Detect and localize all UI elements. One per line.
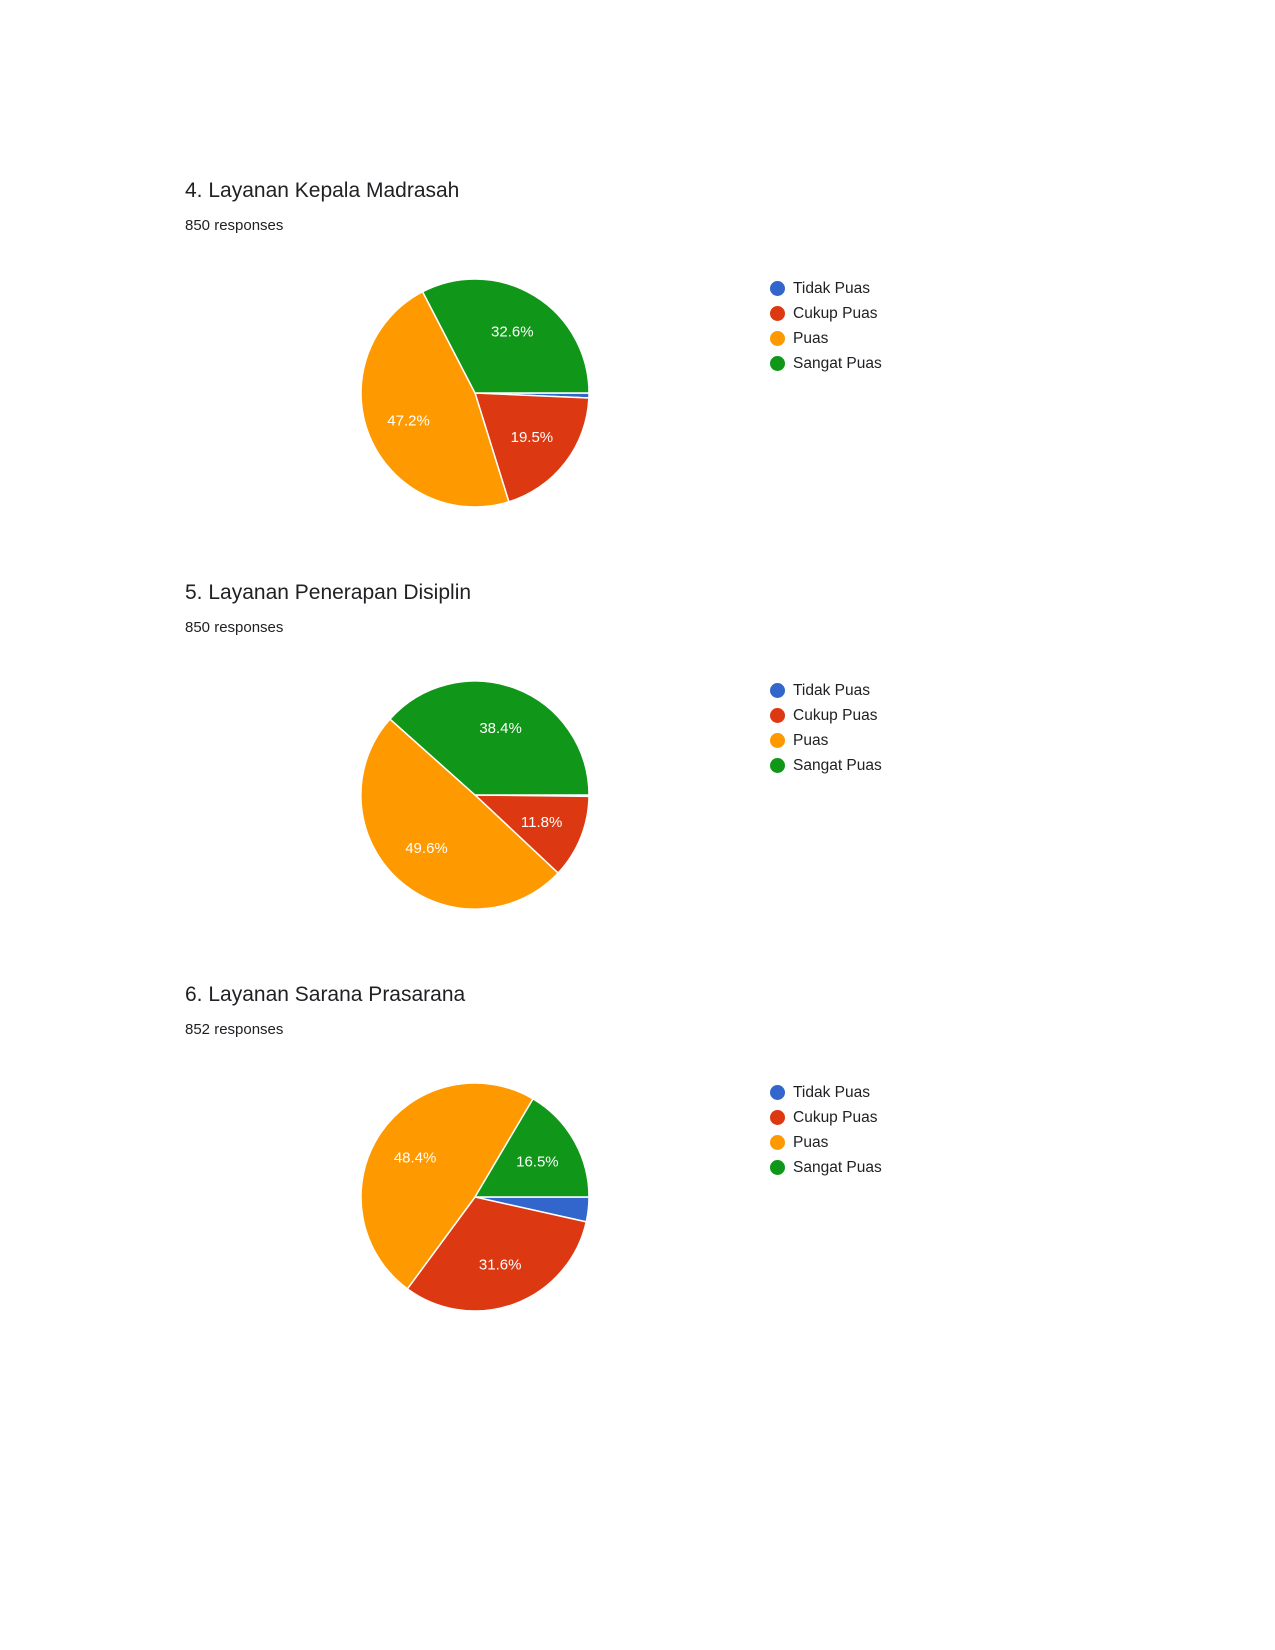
response-count: 850 responses (185, 619, 284, 636)
legend-label: Puas (793, 1133, 829, 1151)
chart-legend: Tidak Puas Cukup Puas Puas Sangat Puas (770, 678, 882, 778)
response-count: 850 responses (185, 217, 284, 234)
slice-percent-label: 32.6% (491, 324, 534, 341)
chart-title: 5. Layanan Penerapan Disiplin (185, 581, 472, 604)
legend-item-puas[interactable]: Puas (770, 728, 882, 753)
pie-slice-cukup-puas[interactable] (473, 794, 590, 875)
legend-item-puas[interactable]: Puas (770, 326, 882, 351)
legend-swatch (770, 683, 785, 698)
pie-chart: 31.6% 48.4% 16.5% (360, 1082, 590, 1312)
slice-percent-label: 38.4% (479, 720, 522, 737)
pie-slice-sangat-puas[interactable] (473, 1097, 590, 1198)
slice-percent-label: 19.5% (511, 429, 554, 446)
legend-label: Tidak Puas (793, 1083, 870, 1101)
legend-item-cukup-puas[interactable]: Cukup Puas (770, 703, 882, 728)
legend-item-cukup-puas[interactable]: Cukup Puas (770, 301, 882, 326)
pie-chart: 19.5% 47.2% 32.6% (360, 278, 590, 508)
legend-item-cukup-puas[interactable]: Cukup Puas (770, 1105, 882, 1130)
chart-title: 4. Layanan Kepala Madrasah (185, 179, 460, 202)
pie-slice-sangat-puas[interactable] (388, 680, 590, 796)
legend-label: Puas (793, 731, 829, 749)
legend-swatch (770, 1135, 785, 1150)
chart-legend: Tidak Puas Cukup Puas Puas Sangat Puas (770, 1080, 882, 1180)
slice-percent-label: 49.6% (405, 840, 448, 857)
legend-swatch (770, 1160, 785, 1175)
legend-swatch (770, 1085, 785, 1100)
pie-slice-puas[interactable] (360, 290, 510, 508)
legend-swatch (770, 733, 785, 748)
slice-percent-label: 11.8% (521, 814, 562, 831)
chart-legend: Tidak Puas Cukup Puas Puas Sangat Puas (770, 276, 882, 376)
slice-percent-label: 16.5% (516, 1153, 559, 1170)
chart-block-kepala-madrasah: 4. Layanan Kepala Madrasah 850 responses… (0, 178, 1275, 578)
pie-slice-cukup-puas[interactable] (406, 1196, 588, 1312)
chart-title: 6. Layanan Sarana Prasarana (185, 983, 466, 1006)
legend-swatch (770, 306, 785, 321)
legend-item-sangat-puas[interactable]: Sangat Puas (770, 1155, 882, 1180)
pie-slice-puas[interactable] (360, 718, 560, 910)
slice-percent-label: 48.4% (394, 1149, 437, 1166)
pie-slice-sangat-puas[interactable] (421, 278, 590, 394)
legend-label: Sangat Puas (793, 1158, 882, 1176)
pie-slice-puas[interactable] (360, 1082, 535, 1290)
legend-label: Cukup Puas (793, 706, 878, 724)
legend-swatch (770, 331, 785, 346)
pie-slice-cukup-puas[interactable] (473, 392, 590, 503)
chart-block-sarana-prasarana: 6. Layanan Sarana Prasarana 852 response… (0, 982, 1275, 1382)
legend-item-sangat-puas[interactable]: Sangat Puas (770, 351, 882, 376)
legend-item-tidak-puas[interactable]: Tidak Puas (770, 1080, 882, 1105)
pie-chart: 11.8% 49.6% 38.4% (360, 680, 590, 910)
legend-label: Sangat Puas (793, 354, 882, 372)
legend-item-puas[interactable]: Puas (770, 1130, 882, 1155)
slice-percent-label: 31.6% (479, 1256, 522, 1273)
legend-label: Cukup Puas (793, 1108, 878, 1126)
legend-label: Puas (793, 329, 829, 347)
legend-swatch (770, 708, 785, 723)
legend-label: Cukup Puas (793, 304, 878, 322)
legend-item-sangat-puas[interactable]: Sangat Puas (770, 753, 882, 778)
chart-block-penerapan-disiplin: 5. Layanan Penerapan Disiplin 850 respon… (0, 580, 1275, 980)
slice-percent-label: 47.2% (387, 412, 430, 429)
legend-swatch (770, 1110, 785, 1125)
legend-swatch (770, 356, 785, 371)
legend-label: Sangat Puas (793, 756, 882, 774)
legend-item-tidak-puas[interactable]: Tidak Puas (770, 678, 882, 703)
legend-item-tidak-puas[interactable]: Tidak Puas (770, 276, 882, 301)
response-count: 852 responses (185, 1021, 284, 1038)
legend-swatch (770, 758, 785, 773)
legend-label: Tidak Puas (793, 279, 870, 297)
legend-label: Tidak Puas (793, 681, 870, 699)
legend-swatch (770, 281, 785, 296)
